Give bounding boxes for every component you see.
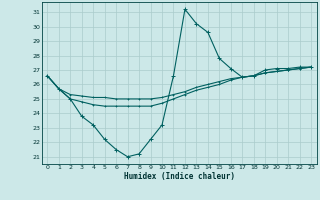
X-axis label: Humidex (Indice chaleur): Humidex (Indice chaleur) (124, 172, 235, 181)
